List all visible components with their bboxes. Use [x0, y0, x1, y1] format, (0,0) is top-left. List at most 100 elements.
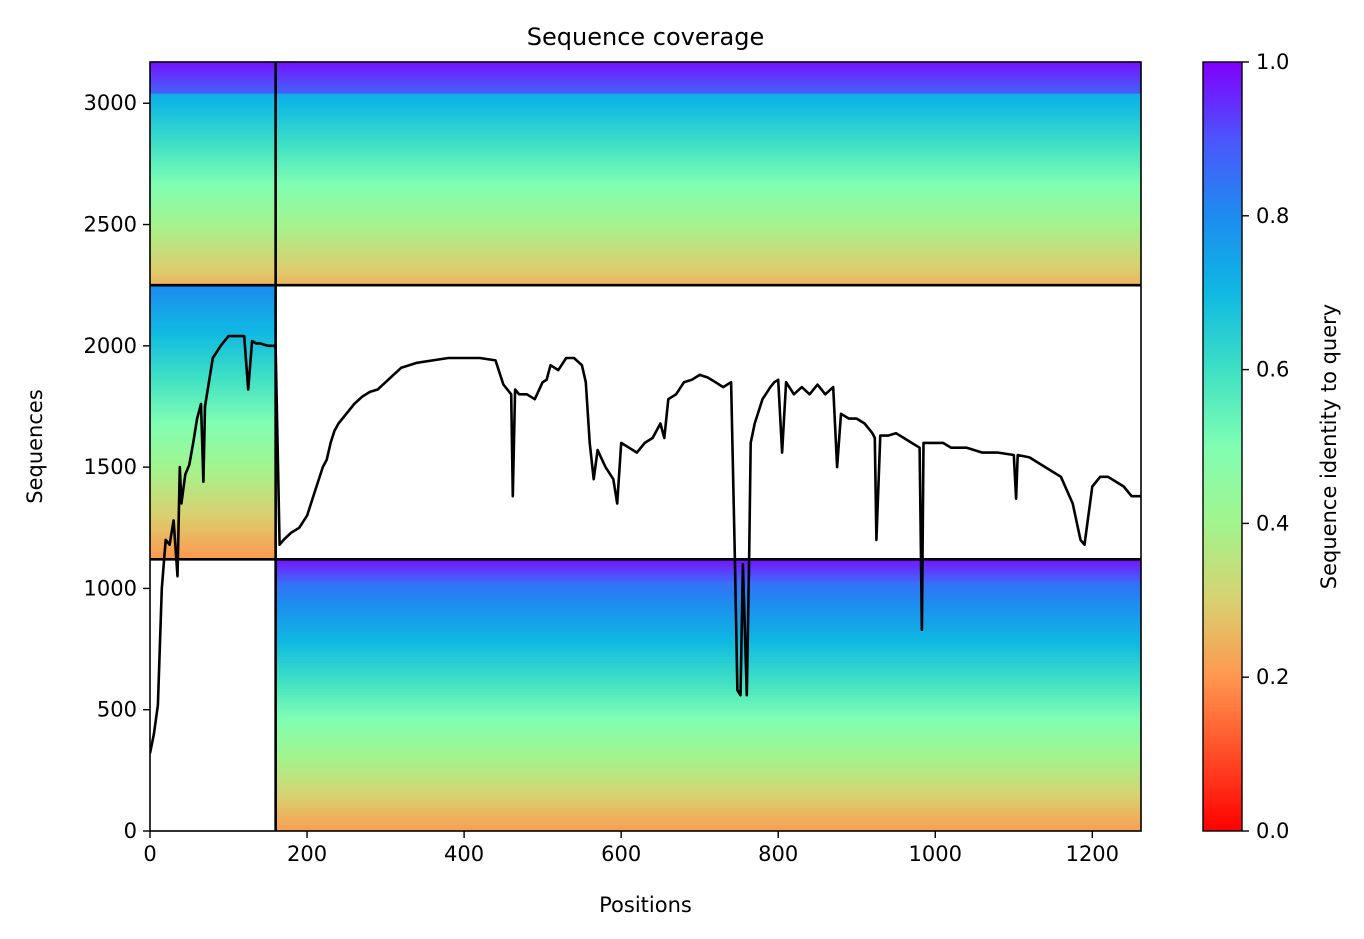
identity-band	[150, 63, 276, 68]
identity-band	[150, 451, 276, 456]
identity-band	[275, 244, 1141, 248]
identity-band	[275, 267, 1141, 272]
identity-band	[150, 501, 276, 505]
identity-band	[275, 667, 1141, 672]
x-tick-label: 0	[143, 842, 156, 866]
identity-band	[150, 107, 276, 112]
identity-band	[275, 638, 1141, 643]
identity-band	[275, 670, 1141, 675]
identity-band	[150, 250, 276, 254]
identity-band	[150, 416, 276, 421]
identity-band	[150, 431, 276, 435]
identity-band	[275, 583, 1141, 588]
identity-band	[150, 477, 276, 482]
identity-band	[275, 229, 1141, 234]
identity-band	[275, 627, 1141, 631]
identity-band	[275, 162, 1141, 167]
identity-band	[275, 761, 1141, 765]
identity-band	[275, 560, 1141, 564]
identity-band	[150, 480, 276, 485]
identity-band	[150, 154, 276, 158]
identity-band	[275, 662, 1141, 666]
identity-band	[275, 598, 1141, 602]
identity-band	[275, 256, 1141, 260]
identity-band	[275, 644, 1141, 649]
identity-band	[150, 95, 276, 100]
identity-band	[150, 506, 276, 511]
identity-band	[150, 78, 276, 83]
identity-band	[275, 154, 1141, 158]
identity-band	[150, 221, 276, 225]
identity-band	[275, 659, 1141, 663]
identity-band	[150, 518, 276, 523]
identity-band	[150, 160, 276, 164]
identity-band	[150, 340, 276, 345]
identity-band	[275, 253, 1141, 257]
identity-band	[275, 615, 1141, 620]
identity-band	[150, 174, 276, 179]
identity-band	[275, 592, 1141, 596]
identity-band	[150, 527, 276, 531]
identity-band	[150, 463, 276, 467]
identity-band	[275, 145, 1141, 149]
identity-band	[275, 796, 1141, 800]
coverage-line	[150, 334, 1141, 754]
identity-band	[150, 448, 276, 453]
identity-band	[150, 335, 276, 339]
identity-band	[150, 378, 276, 383]
identity-band	[275, 766, 1141, 771]
identity-band	[150, 258, 276, 263]
identity-band	[275, 232, 1141, 237]
identity-band	[275, 723, 1141, 727]
identity-band	[150, 75, 276, 80]
identity-band	[275, 711, 1141, 716]
coverage-block-0	[150, 62, 276, 286]
identity-band	[275, 93, 1141, 97]
identity-band	[275, 828, 1141, 831]
identity-band	[150, 338, 276, 342]
identity-band	[275, 250, 1141, 254]
identity-band	[150, 264, 276, 269]
identity-band	[150, 110, 276, 115]
colorbar-tick-label: 0.6	[1256, 358, 1289, 382]
identity-band	[275, 755, 1141, 759]
identity-band	[150, 104, 276, 109]
identity-band	[150, 422, 276, 426]
identity-band	[150, 457, 276, 461]
identity-band	[150, 530, 276, 534]
identity-band	[150, 133, 276, 138]
identity-band	[150, 323, 276, 328]
identity-band	[275, 708, 1141, 713]
identity-band	[275, 226, 1141, 231]
identity-band	[150, 544, 276, 549]
identity-band	[275, 656, 1141, 660]
identity-band	[150, 425, 276, 429]
identity-band	[150, 437, 276, 441]
identity-band	[275, 273, 1141, 278]
identity-band	[275, 714, 1141, 719]
identity-band	[150, 197, 276, 202]
identity-band	[150, 405, 276, 409]
identity-band	[150, 434, 276, 438]
identity-band	[150, 538, 276, 543]
identity-band	[275, 577, 1141, 582]
identity-band	[275, 139, 1141, 144]
identity-band	[275, 261, 1141, 266]
identity-band	[150, 294, 276, 298]
identity-band	[275, 186, 1141, 190]
identity-band	[275, 148, 1141, 152]
identity-band	[275, 679, 1141, 684]
y-tick-label: 0	[124, 819, 137, 843]
plot-frame	[149, 61, 1142, 832]
identity-band	[275, 825, 1141, 829]
identity-band	[150, 66, 276, 71]
identity-band	[150, 148, 276, 152]
identity-band	[150, 413, 276, 418]
identity-band	[150, 98, 276, 103]
identity-band	[150, 541, 276, 546]
identity-band	[150, 367, 276, 371]
identity-band	[150, 439, 276, 444]
identity-band	[275, 157, 1141, 161]
identity-band	[150, 503, 276, 508]
identity-band	[275, 586, 1141, 590]
